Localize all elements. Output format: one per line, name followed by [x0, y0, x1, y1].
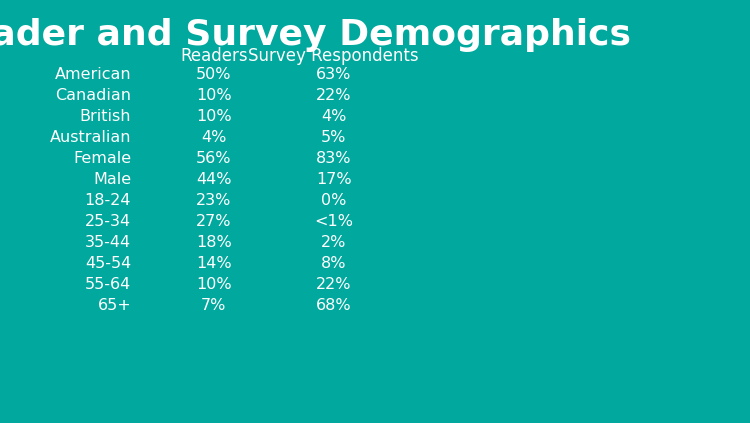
Text: 44%: 44%: [196, 172, 232, 187]
Text: 50%: 50%: [196, 67, 232, 82]
Text: Male: Male: [93, 172, 131, 187]
Text: Reader and Survey Demographics: Reader and Survey Demographics: [0, 18, 631, 52]
Text: 18%: 18%: [196, 235, 232, 250]
Text: 2%: 2%: [321, 235, 346, 250]
Text: 27%: 27%: [196, 214, 232, 229]
Text: 14%: 14%: [196, 255, 232, 271]
Text: 17%: 17%: [316, 172, 352, 187]
Text: 35-44: 35-44: [85, 235, 131, 250]
Text: <1%: <1%: [314, 214, 353, 229]
Text: 10%: 10%: [196, 88, 232, 103]
Text: British: British: [80, 109, 131, 124]
Text: 55-64: 55-64: [85, 277, 131, 292]
Text: 45-54: 45-54: [85, 255, 131, 271]
Text: 65+: 65+: [98, 298, 131, 313]
Text: 23%: 23%: [196, 193, 232, 208]
Text: 68%: 68%: [316, 298, 352, 313]
Text: 7%: 7%: [201, 298, 226, 313]
Text: 18-24: 18-24: [85, 193, 131, 208]
Text: The general Reader data for gender and age is from previous years as GA4 is not : The general Reader data for gender and a…: [70, 401, 680, 414]
Text: 5%: 5%: [321, 130, 346, 145]
Text: Results from Solo Traveler 2024 Reader Survey: SoloTravelerWorld.com: Results from Solo Traveler 2024 Reader S…: [106, 374, 644, 387]
Text: Readers: Readers: [180, 47, 248, 65]
Text: 8%: 8%: [321, 255, 346, 271]
Text: 4%: 4%: [201, 130, 226, 145]
Text: 63%: 63%: [316, 67, 352, 82]
Text: 10%: 10%: [196, 109, 232, 124]
Text: Australian: Australian: [50, 130, 131, 145]
Text: 25-34: 25-34: [85, 214, 131, 229]
Text: Female: Female: [74, 151, 131, 166]
Text: 4%: 4%: [321, 109, 346, 124]
Text: American: American: [55, 67, 131, 82]
Text: 10%: 10%: [196, 277, 232, 292]
Text: Survey Respondents: Survey Respondents: [248, 47, 419, 65]
Text: 22%: 22%: [316, 88, 352, 103]
Text: 22%: 22%: [316, 277, 352, 292]
Text: 56%: 56%: [196, 151, 232, 166]
Text: Canadian: Canadian: [56, 88, 131, 103]
Text: 0%: 0%: [321, 193, 346, 208]
Text: 83%: 83%: [316, 151, 352, 166]
